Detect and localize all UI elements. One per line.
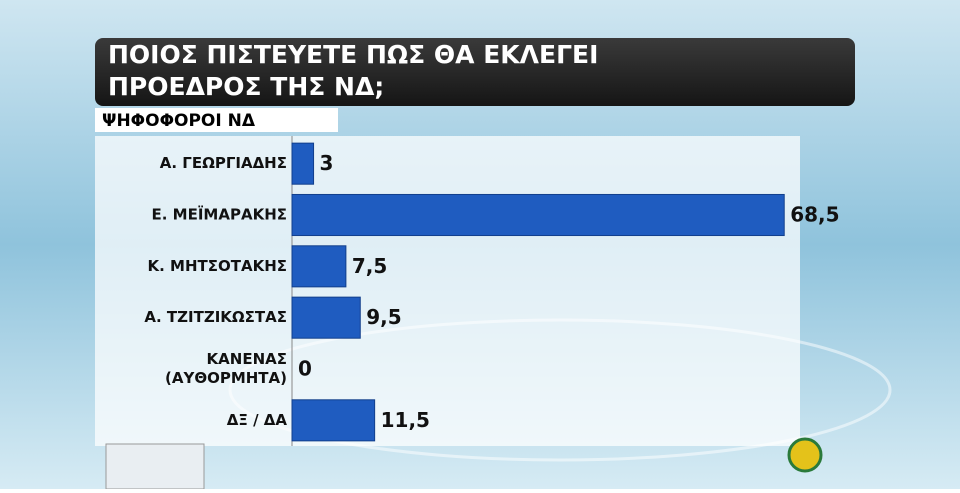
bar: [291, 296, 361, 339]
logo: [105, 443, 205, 490]
bar: [291, 193, 785, 237]
chart-title-line1: ΠΟΙΟΣ ΠΙΣΤΕΥΕΤΕ ΠΩΣ ΘΑ ΕΚΛΕΓΕΙ: [108, 40, 598, 69]
y-tick-label: ΔΞ / ΔΑ: [227, 411, 288, 429]
bar: [291, 245, 347, 288]
plot-panel: [95, 136, 800, 446]
title-box: [95, 38, 855, 106]
logo: [787, 437, 823, 473]
value-label: 11,5: [381, 408, 430, 432]
bar: [291, 142, 315, 185]
value-label: 0: [298, 357, 312, 381]
value-label: 7,5: [352, 254, 387, 278]
y-tick-label: Α. ΤΖΙΤΖΙΚΩΣΤΑΣ: [144, 308, 287, 326]
bar: [291, 399, 376, 442]
y-tick-label: (ΑΥΘΟΡΜΗΤΑ): [165, 369, 287, 387]
subtitle-box: [95, 108, 338, 132]
value-label: 3: [320, 151, 334, 175]
y-tick-label: Α. ΓΕΩΡΓΙΑΔΗΣ: [160, 154, 287, 172]
chart-title-line2: ΠΡΟΕΔΡΟΣ ΤΗΣ ΝΔ;: [108, 72, 384, 101]
y-tick-label: Ε. ΜΕΪΜΑΡΑΚΗΣ: [152, 205, 287, 224]
value-label: 68,5: [790, 203, 839, 227]
subtitle: ΨΗΦΟΦΟΡΟΙ ΝΔ: [102, 111, 256, 131]
value-label: 9,5: [366, 305, 401, 329]
y-tick-label: Κ. ΜΗΤΣΟΤΑΚΗΣ: [147, 257, 287, 275]
y-tick-label: ΚΑΝΕΝΑΣ: [207, 350, 287, 368]
